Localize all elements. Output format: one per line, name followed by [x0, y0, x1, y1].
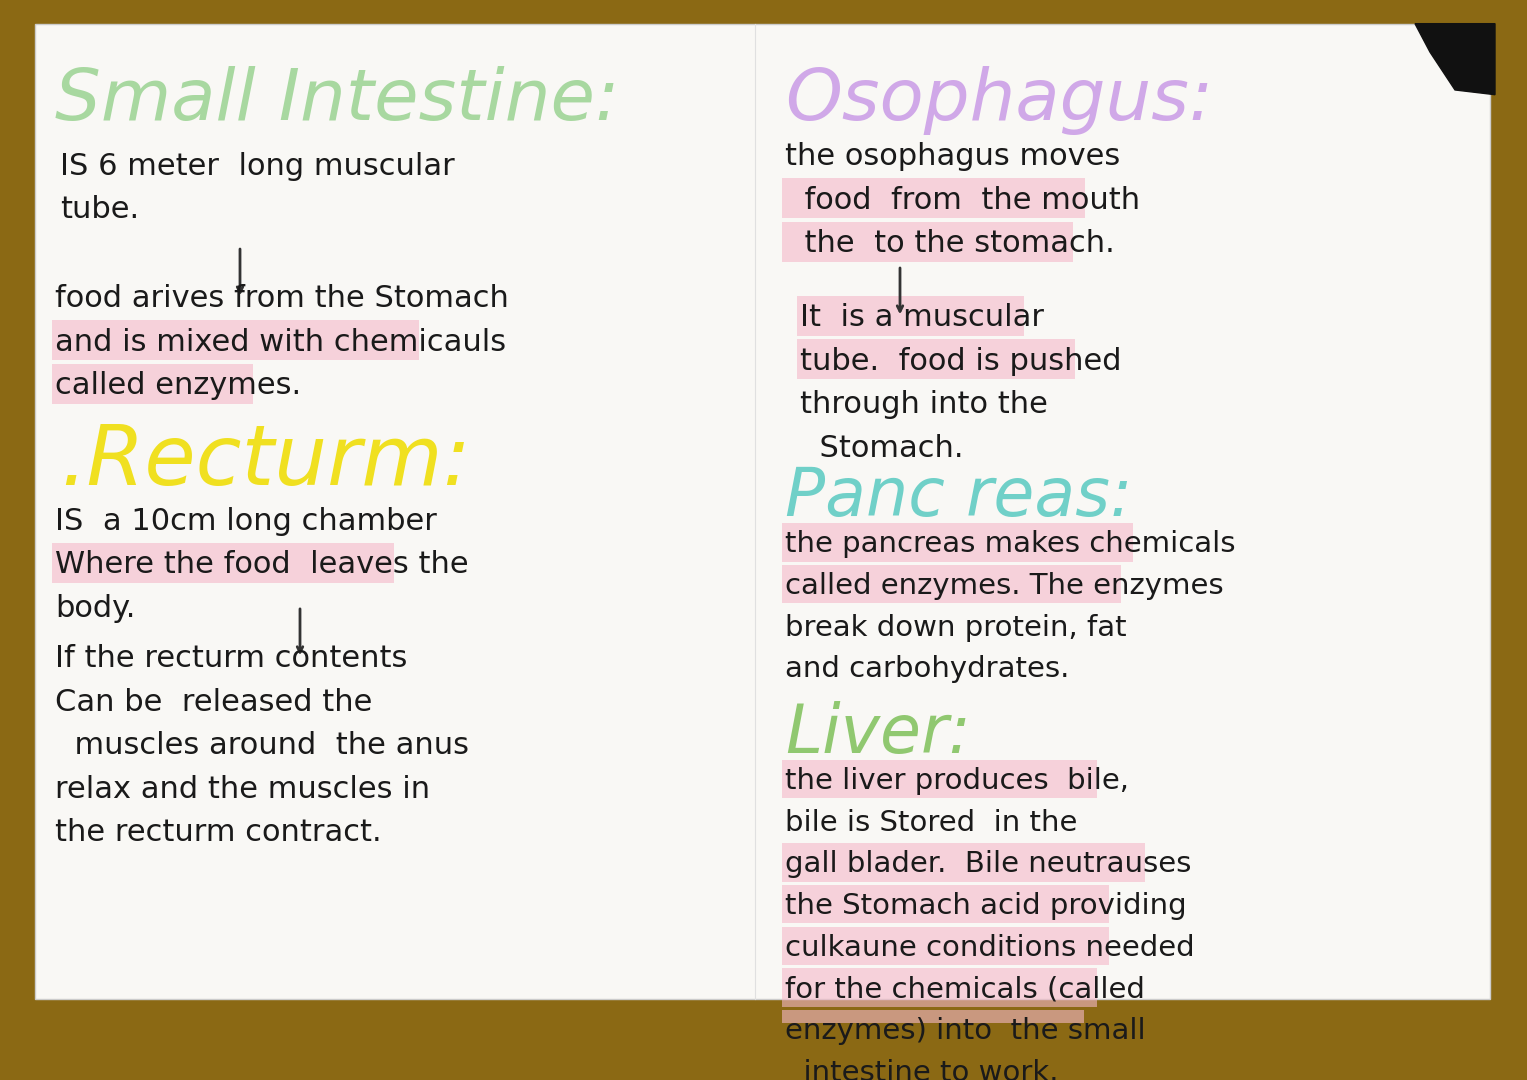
Text: relax and the muscles in: relax and the muscles in	[55, 774, 431, 804]
FancyBboxPatch shape	[782, 927, 1109, 964]
Text: the osophagus moves: the osophagus moves	[785, 143, 1121, 171]
Text: the recturm contract.: the recturm contract.	[55, 819, 382, 847]
FancyBboxPatch shape	[52, 364, 253, 404]
Text: tube.  food is pushed: tube. food is pushed	[800, 347, 1121, 376]
FancyBboxPatch shape	[782, 885, 1109, 923]
Text: IS  a 10cm long chamber: IS a 10cm long chamber	[55, 507, 437, 536]
Text: through into the: through into the	[800, 390, 1048, 419]
FancyBboxPatch shape	[782, 843, 1145, 881]
FancyBboxPatch shape	[782, 178, 1086, 218]
Text: break down protein, fat: break down protein, fat	[785, 613, 1127, 642]
Text: Where the food  leaves the: Where the food leaves the	[55, 550, 469, 579]
Text: culkaune conditions needed: culkaune conditions needed	[785, 934, 1194, 961]
Text: .Recturm:: .Recturm:	[60, 421, 470, 502]
FancyBboxPatch shape	[52, 321, 420, 361]
Text: IS 6 meter  long muscular: IS 6 meter long muscular	[60, 151, 455, 180]
Text: tube.: tube.	[60, 195, 139, 224]
Text: called enzymes. The enzymes: called enzymes. The enzymes	[785, 572, 1223, 600]
Text: enzymes) into  the small: enzymes) into the small	[785, 1017, 1145, 1045]
Text: Osophagus:: Osophagus:	[785, 66, 1214, 135]
Text: body.: body.	[55, 594, 136, 623]
FancyBboxPatch shape	[35, 24, 1490, 999]
FancyBboxPatch shape	[797, 296, 1025, 336]
FancyBboxPatch shape	[782, 565, 1121, 604]
FancyBboxPatch shape	[782, 221, 1073, 261]
FancyBboxPatch shape	[782, 1010, 1084, 1049]
Text: Stomach.: Stomach.	[800, 434, 964, 462]
Text: bile is Stored  in the: bile is Stored in the	[785, 809, 1078, 837]
Text: the Stomach acid providing: the Stomach acid providing	[785, 892, 1186, 920]
FancyBboxPatch shape	[797, 339, 1075, 379]
Text: for the chemicals (called: for the chemicals (called	[785, 975, 1145, 1003]
Text: food  from  the mouth: food from the mouth	[785, 186, 1141, 215]
Polygon shape	[1416, 24, 1495, 95]
Text: It  is a muscular: It is a muscular	[800, 303, 1044, 332]
Text: Can be  released the: Can be released the	[55, 688, 373, 716]
Text: If the recturm contents: If the recturm contents	[55, 644, 408, 673]
Text: and is mixed with chemicauls: and is mixed with chemicauls	[55, 327, 505, 356]
Text: the pancreas makes chemicals: the pancreas makes chemicals	[785, 530, 1235, 558]
FancyBboxPatch shape	[52, 543, 394, 583]
Text: food arives from the Stomach: food arives from the Stomach	[55, 284, 508, 313]
Text: Small Intestine:: Small Intestine:	[55, 66, 620, 135]
FancyBboxPatch shape	[782, 760, 1096, 798]
Text: the liver produces  bile,: the liver produces bile,	[785, 767, 1128, 795]
Text: called enzymes.: called enzymes.	[55, 372, 301, 401]
Text: Panc reas:: Panc reas:	[785, 464, 1133, 530]
FancyBboxPatch shape	[782, 523, 1133, 562]
Text: muscles around  the anus: muscles around the anus	[55, 731, 469, 760]
FancyBboxPatch shape	[782, 969, 1096, 1007]
Text: Liver:: Liver:	[785, 701, 971, 767]
Text: and carbohydrates.: and carbohydrates.	[785, 656, 1069, 684]
Text: intestine to work.: intestine to work.	[785, 1058, 1058, 1080]
Text: the  to the stomach.: the to the stomach.	[785, 229, 1115, 258]
Text: gall blader.  Bile neutrauses: gall blader. Bile neutrauses	[785, 850, 1191, 878]
